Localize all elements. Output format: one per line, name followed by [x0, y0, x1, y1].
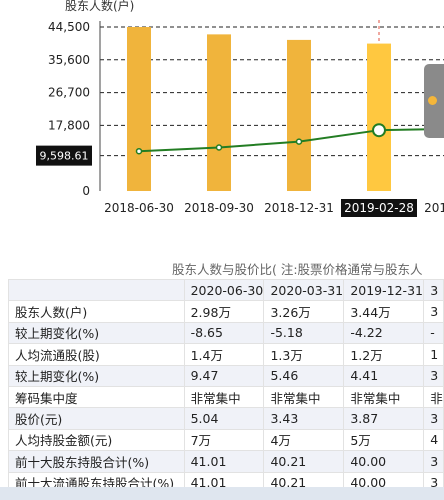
y-tick-label: 44,500: [48, 20, 90, 34]
table-cell: 9.47: [183, 364, 265, 387]
x-label-highlight-bg: [341, 199, 417, 217]
table-cell: -: [423, 321, 444, 345]
table-cell: 3.44万: [343, 300, 425, 323]
table-cell: 40.21: [263, 450, 345, 473]
table-cell: 1.4万: [183, 343, 265, 366]
shareholder-chart: 股东人数(户) 44,500 35,600 26,700 17,800 0 2018-06-…: [36, 0, 444, 217]
y-axis-title: 股东人数(户): [65, 0, 134, 13]
row-label-cell: 人均流通股(股): [8, 343, 185, 366]
table-cell: 2020-06-30: [183, 278, 265, 302]
table-header-row: 2020-06-30 2020-03-31 2019-12-31 3: [8, 278, 444, 302]
line-point: [295, 138, 303, 145]
data-bar: [127, 27, 151, 191]
table-row: 较上期变化(%) 9.47 5.46 4.41 3: [8, 364, 444, 387]
row-label-cell: 股东人数(户): [8, 300, 185, 323]
table-cell: 1: [423, 343, 444, 366]
table-row: 人均持股金额(元) 7万 4万 5万 4: [8, 428, 444, 452]
row-label-cell: 股价(元): [8, 407, 185, 430]
table-row: 股价(元) 5.04 3.43 3.87 3: [8, 407, 444, 430]
chart-line: [135, 123, 444, 155]
y-tick-label: 0: [82, 184, 90, 198]
table-cell: 1.3万: [263, 343, 345, 366]
table-cell: 4.41: [343, 364, 425, 387]
table-cell: -8.65: [183, 321, 265, 345]
row-label-cell: 较上期变化(%): [8, 321, 185, 345]
table-cell: 非常集中: [263, 385, 345, 409]
chart-axes: 股东人数(户) 44,500 35,600 26,700 17,800 0 2018-06-…: [36, 0, 444, 217]
table-cell: 2.98万: [183, 300, 265, 323]
line-point: [215, 144, 223, 151]
table-cell: 3: [423, 364, 444, 387]
cursor-value-label: 9,598.61: [40, 150, 89, 163]
x-tick-label: 2018-12-31: [264, 201, 334, 215]
row-label-cell: 较上期变化(%): [8, 364, 185, 387]
table-caption: 股东人数与股价比( 注:股票价格通常与股东人: [172, 262, 423, 277]
table-cell: 非常集中: [343, 385, 425, 409]
table-row: 前十大股东持股合计(%) 41.01 40.21 40.00 3: [8, 450, 444, 473]
tooltip-marker-icon: [428, 96, 437, 105]
table-cell: 非常集中: [183, 385, 265, 409]
table-cell: 3: [423, 300, 444, 323]
chart-grid: [100, 20, 444, 191]
table-cell: 3: [423, 278, 444, 302]
table-cell: -5.18: [263, 321, 345, 345]
table-cell: 3: [423, 450, 444, 473]
x-tick-label: 2018-09-30: [184, 201, 254, 215]
y-tick-label: 35,600: [48, 53, 90, 67]
row-label-cell: [8, 278, 185, 302]
table-cell: 2020-03-31: [263, 278, 345, 302]
table-row: 股东人数(户) 2.98万 3.26万 3.44万 3: [8, 300, 444, 323]
table-row: 较上期变化(%) -8.65 -5.18 -4.22-: [8, 321, 444, 345]
table-cell: 3.26万: [263, 300, 345, 323]
highlight-point: [372, 123, 386, 138]
table-cell: 3: [423, 407, 444, 430]
table-cell: 5万: [343, 428, 425, 452]
holder-data-table: 2020-06-30 2020-03-31 2019-12-31 3 股东人数(户) 2.…: [8, 278, 444, 494]
row-label-cell: 人均持股金额(元): [8, 428, 185, 452]
chart-bars: [127, 27, 391, 191]
table-cell: 3.43: [263, 407, 345, 430]
row-label-cell: 筹码集中度: [8, 385, 185, 409]
highlighted-bar: [367, 43, 391, 191]
y-tick-label: 26,700: [48, 86, 90, 100]
table-cell: 40.00: [343, 450, 425, 473]
table-cell: 3.87: [343, 407, 425, 430]
data-bar: [207, 34, 231, 191]
x-tick-label-active: 2019-02-28: [344, 201, 414, 215]
table-cell: 5.46: [263, 364, 345, 387]
table-row: 筹码集中度 非常集中 非常集中 非常集中非: [8, 385, 444, 409]
x-tick-label: 2018-06-30: [104, 201, 174, 215]
table-cell: -4.22: [343, 321, 425, 345]
table-cell: 1.2万: [343, 343, 425, 366]
y-tick-label: 17,800: [48, 118, 90, 132]
bottom-bar: [0, 487, 444, 500]
cursor-value-bg: [36, 145, 92, 166]
table-cell: 2019-12-31: [343, 278, 425, 302]
row-label-cell: 前十大股东持股合计(%): [8, 450, 185, 473]
table-cell: 4万: [263, 428, 345, 452]
data-bar: [287, 39, 311, 191]
table-cell: 5.04: [183, 407, 265, 430]
x-tick-label: 2019-03-31: [424, 201, 444, 215]
table-cell: 41.01: [183, 450, 265, 473]
table-cell: 7万: [183, 428, 265, 452]
table-cell: 4: [423, 428, 444, 452]
line-point: [135, 147, 143, 155]
table-cell: 非: [423, 385, 444, 409]
table-row: 人均流通股(股) 1.4万 1.3万 1.2万 1: [8, 343, 444, 366]
